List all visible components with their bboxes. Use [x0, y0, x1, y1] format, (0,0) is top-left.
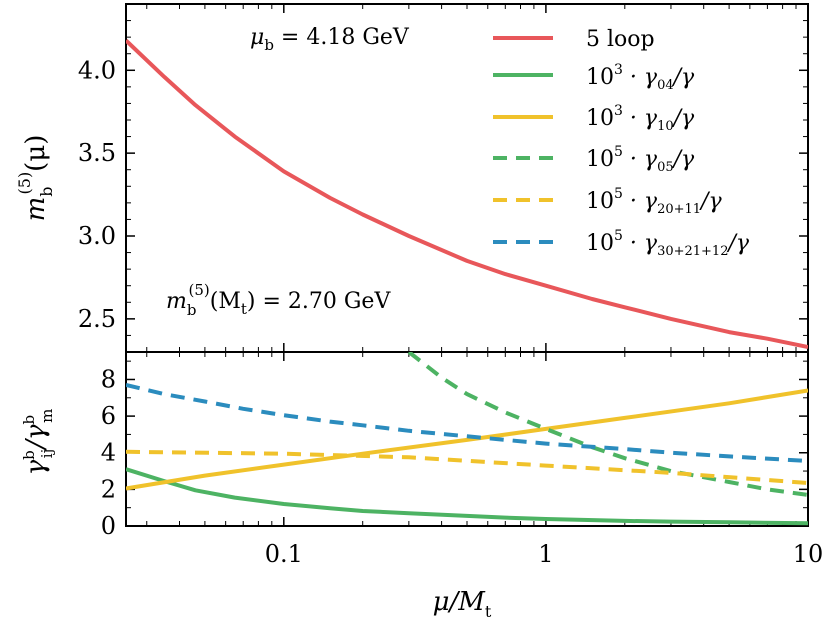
- top-series-group: [126, 39, 808, 349]
- bottom-series-10-3-04: [126, 467, 808, 526]
- legend-label-gamma05: 105 · γ05/γ: [586, 144, 695, 175]
- bottom-ytick-label: 4: [101, 439, 116, 467]
- legend-label-5-loop: 5 loop: [586, 27, 655, 52]
- legend-label-gamma04: 103 · γ04/γ: [586, 62, 695, 93]
- top-ytick-label: 3.5: [78, 139, 116, 167]
- bottom-ytick-label: 2: [101, 475, 116, 503]
- bottom-ytick-label: 0: [101, 512, 116, 540]
- top-series-5-loop: [126, 39, 808, 349]
- bottom-axis-ticks: 0 2 4 6 8 0.1 1 10: [101, 352, 824, 568]
- bottom-ytick-label: 8: [101, 365, 116, 393]
- top-y-axis-label: mb(5)(μ): [15, 135, 56, 222]
- top-ytick-label: 3.0: [78, 222, 116, 250]
- x-axis-label: μ/Mt: [433, 587, 492, 621]
- legend-label-gamma20-11: 105 · γ20+11/γ: [586, 186, 722, 217]
- bottom-ytick-label: 6: [101, 402, 116, 430]
- annotation-mu-b: μb = 4.18 GeV: [250, 25, 410, 54]
- bottom-series-10-5-30-21-12: [126, 383, 808, 463]
- legend-label-gamma30-21-12: 105 · γ30+21+12/γ: [586, 228, 750, 259]
- xtick-label: 1: [538, 540, 553, 568]
- annotation-mb-mt: mb(5)(Mt) = 2.70 GeV: [166, 281, 391, 319]
- bottom-series-group: [126, 352, 808, 526]
- top-axis-ticks: 2.5 3.0 3.5 4.0: [78, 3, 809, 353]
- bottom-y-axis-label: γbij/γbm: [20, 409, 56, 476]
- top-ytick-label: 2.5: [78, 305, 116, 333]
- legend-label-gamma10: 103 · γ10/γ: [586, 103, 695, 134]
- bottom-series-10-3-10: [126, 388, 808, 491]
- xtick-label: 0.1: [265, 540, 303, 568]
- bottom-series-10-5-05: [407, 352, 808, 497]
- top-ytick-label: 4.0: [78, 56, 116, 84]
- bottom-series-10-5-20-11: [126, 449, 808, 485]
- xtick-label: 10: [793, 540, 824, 568]
- legend: 5 loop 103 · γ04/γ 103 · γ10/γ 105 · γ05…: [493, 27, 750, 259]
